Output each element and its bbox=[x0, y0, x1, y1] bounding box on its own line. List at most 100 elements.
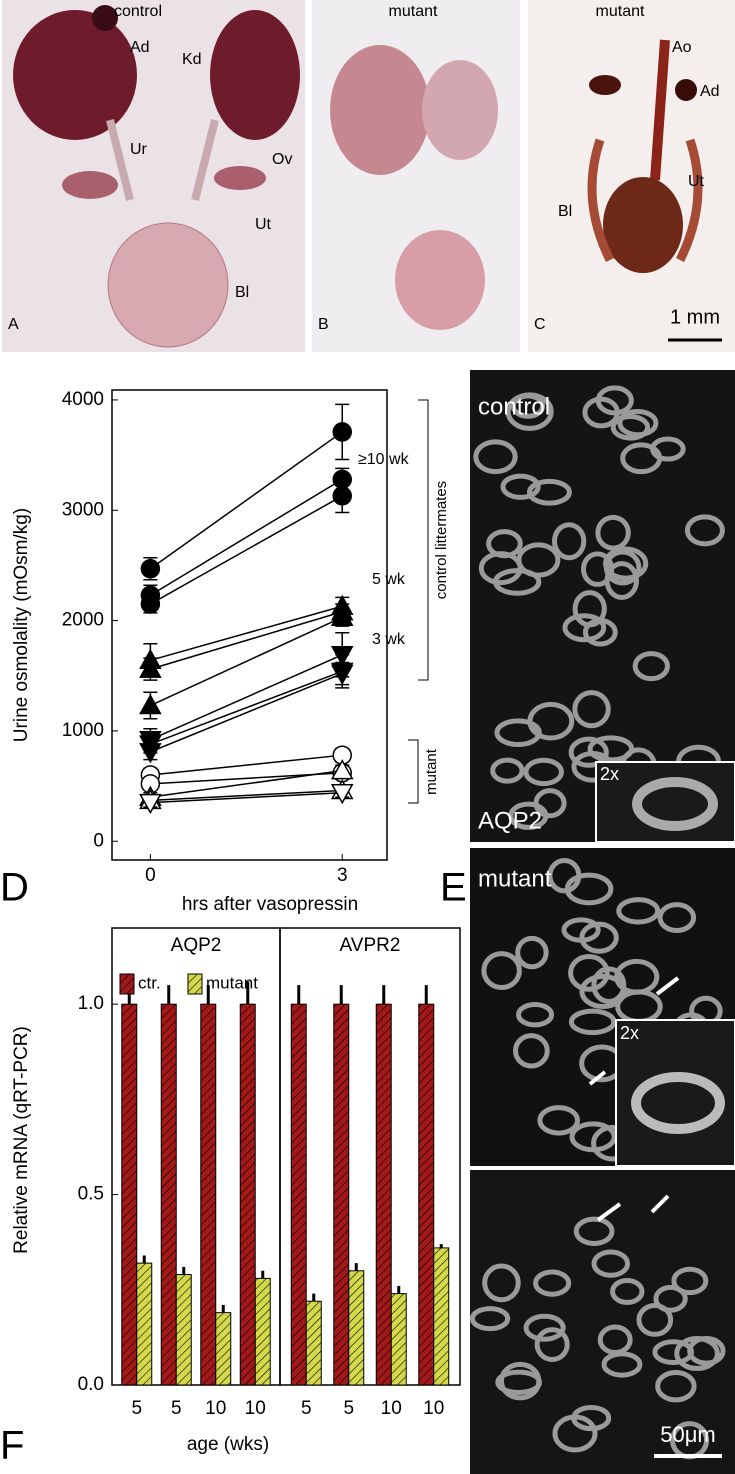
annotation: mutant bbox=[423, 748, 440, 795]
bar bbox=[305, 1300, 322, 1386]
tubule bbox=[616, 897, 661, 925]
adrenal bbox=[675, 79, 697, 101]
panel-letter: C bbox=[534, 316, 546, 333]
label: Kd bbox=[182, 51, 202, 68]
tubule bbox=[490, 757, 525, 784]
tubule bbox=[580, 551, 615, 587]
bar bbox=[200, 1003, 217, 1386]
y-tick-label: 1.0 bbox=[78, 993, 104, 1014]
tubule bbox=[610, 414, 651, 441]
tubule bbox=[498, 1361, 542, 1401]
annotation: 5 wk bbox=[372, 571, 406, 588]
panel-title: control bbox=[114, 3, 162, 20]
marker bbox=[139, 657, 162, 678]
tubule bbox=[684, 514, 725, 547]
label: Ut bbox=[688, 173, 705, 190]
tubule bbox=[526, 478, 572, 506]
legend-swatch bbox=[187, 973, 203, 995]
panel-letter: B bbox=[318, 316, 329, 333]
adrenal bbox=[92, 5, 118, 31]
x-tick-label: 10 bbox=[245, 1398, 266, 1419]
micrograph-title: mutant bbox=[478, 865, 552, 892]
panel-letter: E bbox=[440, 866, 467, 910]
x-tick-label: 10 bbox=[381, 1398, 402, 1419]
marker bbox=[139, 793, 162, 815]
tubule bbox=[561, 917, 601, 943]
marker bbox=[140, 594, 161, 614]
kidney bbox=[330, 45, 430, 175]
y-tick-label: 1000 bbox=[62, 720, 104, 741]
x-tick-label: 10 bbox=[423, 1398, 444, 1419]
y-axis-label: Urine osmolality (mOsm/kg) bbox=[11, 508, 32, 742]
marker bbox=[330, 664, 354, 686]
inset-label: 2x bbox=[600, 764, 619, 784]
tubule bbox=[562, 613, 607, 643]
series-line bbox=[150, 672, 343, 753]
marker bbox=[332, 422, 352, 442]
x-axis-label: age (wks) bbox=[187, 1434, 269, 1455]
tubule bbox=[572, 690, 611, 729]
kidney bbox=[589, 75, 621, 95]
tubule bbox=[650, 436, 686, 462]
tubule bbox=[587, 735, 635, 763]
x-tick-label: 5 bbox=[301, 1398, 312, 1419]
y-tick-label: 0.5 bbox=[78, 1184, 104, 1205]
x-tick-label: 5 bbox=[131, 1398, 142, 1419]
series-line bbox=[150, 791, 343, 804]
tubule bbox=[582, 396, 620, 429]
label: Ad bbox=[700, 83, 720, 100]
series-line bbox=[150, 605, 343, 662]
series-line bbox=[150, 616, 343, 707]
tubule bbox=[568, 736, 609, 768]
marker bbox=[140, 558, 161, 579]
tubule bbox=[652, 1339, 695, 1366]
label: Ov bbox=[272, 151, 292, 168]
tubule bbox=[486, 529, 523, 559]
tubule bbox=[571, 1404, 612, 1432]
panel-title: mutant bbox=[389, 3, 438, 20]
y-tick-label: 2000 bbox=[62, 610, 104, 631]
ovary bbox=[62, 171, 118, 199]
bar bbox=[160, 1003, 177, 1386]
facet-title: AQP2 bbox=[171, 935, 222, 956]
tubule bbox=[595, 514, 631, 551]
annotation: ≥10 wk bbox=[358, 451, 410, 468]
bladder bbox=[107, 222, 229, 348]
label: Ao bbox=[672, 39, 692, 56]
tubule bbox=[568, 1008, 617, 1036]
tubule bbox=[513, 1033, 550, 1069]
tubule bbox=[547, 857, 582, 894]
tubule bbox=[481, 951, 522, 991]
tubule bbox=[533, 1269, 572, 1297]
bar bbox=[375, 1003, 392, 1386]
panel-letter: F bbox=[0, 1424, 24, 1468]
bar bbox=[390, 1293, 407, 1386]
y-axis-label: Relative mRNA (qRT-PCR) bbox=[11, 1026, 32, 1254]
bar bbox=[348, 1270, 365, 1386]
panel-letter: A bbox=[8, 316, 19, 333]
bar bbox=[136, 1262, 153, 1386]
tubule bbox=[579, 921, 619, 954]
series-line bbox=[150, 769, 343, 798]
tubule bbox=[671, 1266, 709, 1296]
plot-frame bbox=[279, 927, 461, 1386]
bar bbox=[239, 1003, 256, 1386]
bar bbox=[254, 1277, 271, 1386]
x-tick-label: 10 bbox=[205, 1398, 226, 1419]
panel-title: mutant bbox=[596, 3, 645, 20]
plot-frame bbox=[111, 389, 388, 861]
kidney bbox=[422, 60, 498, 160]
kidney bbox=[210, 10, 300, 140]
tubule bbox=[516, 542, 561, 578]
bar bbox=[290, 1003, 307, 1386]
series-line bbox=[150, 789, 343, 802]
series-line bbox=[150, 654, 343, 741]
annotation: 3 wk bbox=[372, 631, 406, 648]
tubule bbox=[573, 1216, 615, 1246]
tubule bbox=[653, 1284, 688, 1313]
bar bbox=[175, 1274, 192, 1386]
marker bbox=[139, 743, 162, 764]
label: Bl bbox=[558, 203, 572, 220]
series-line bbox=[150, 495, 343, 605]
